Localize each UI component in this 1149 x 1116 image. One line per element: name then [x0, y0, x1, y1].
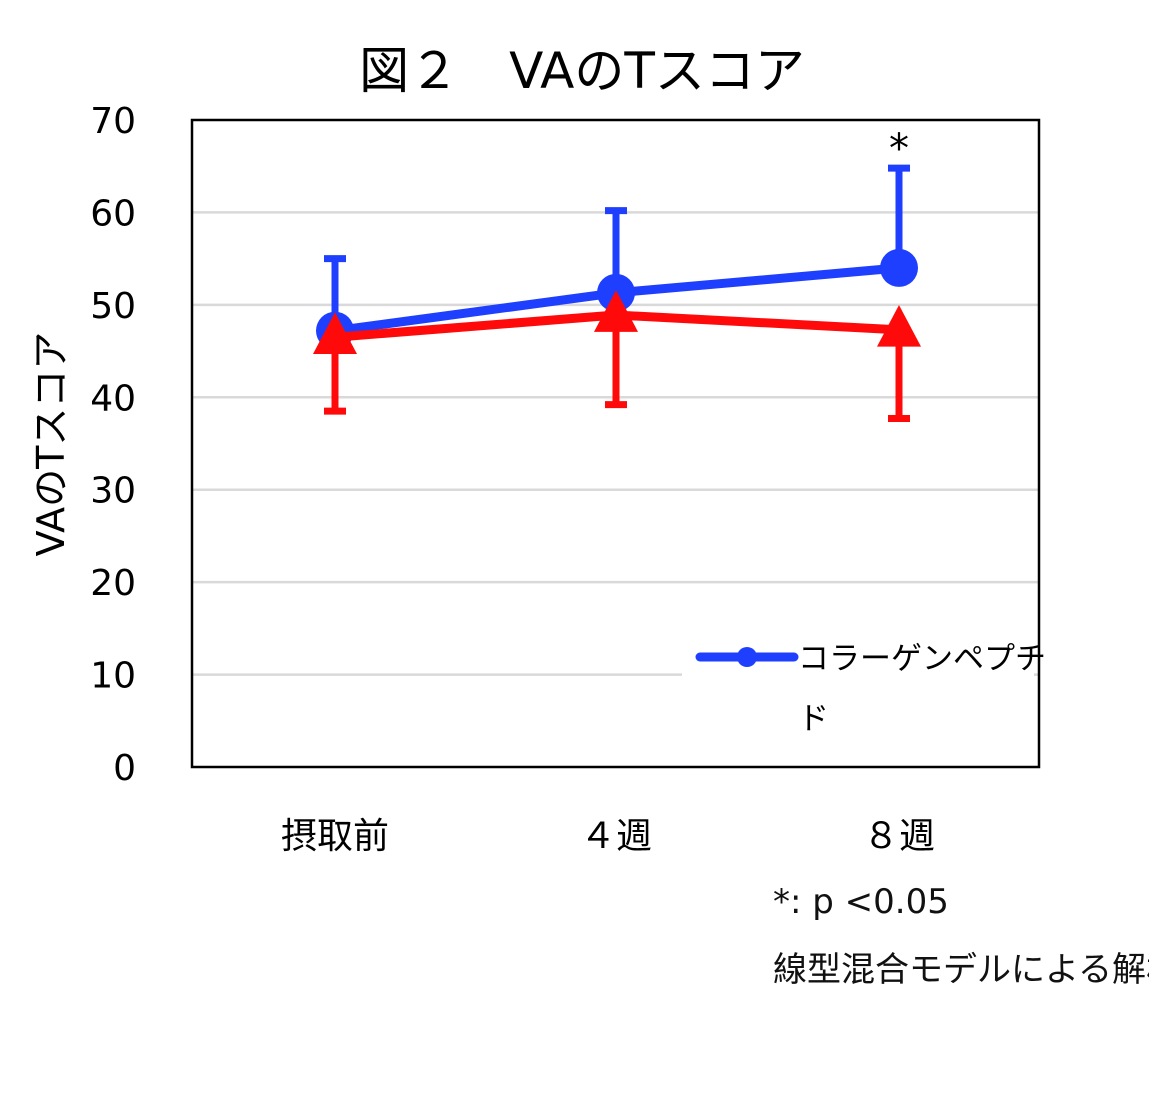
y-axis-ticks: 0 10 20 30 40 50 60 70: [90, 101, 136, 789]
x-axis-categories: 摂取前 ４週 ８週: [281, 816, 935, 857]
y-tick-label: 20: [90, 563, 136, 604]
legend-label-line1: コラーゲンペプチ: [798, 641, 1046, 677]
annotations: *: [889, 126, 909, 172]
data-point: [877, 305, 921, 347]
series-layer: [313, 164, 921, 423]
legend: コラーゲンペプチ ド: [682, 632, 1046, 754]
y-axis-label: VAのTスコア: [29, 332, 73, 557]
chart-title: 図２ VAのTスコア: [359, 42, 805, 100]
x-category-label: 摂取前: [281, 816, 389, 857]
x-category-label: ８週: [863, 816, 935, 857]
y-tick-label: 0: [113, 748, 136, 789]
significance-asterisk: *: [889, 126, 909, 172]
y-tick-label: 60: [90, 193, 136, 234]
y-tick-label: 70: [90, 101, 136, 142]
y-tick-label: 40: [90, 378, 136, 419]
y-tick-label: 30: [90, 471, 136, 512]
data-point: [880, 248, 918, 287]
x-category-label: ４週: [580, 816, 652, 857]
series-red: [313, 290, 921, 423]
footnote-method: 線型混合モデルによる解析: [773, 950, 1149, 990]
data-point: [313, 312, 357, 355]
legend-marker: [737, 647, 757, 667]
y-tick-label: 10: [90, 656, 136, 697]
legend-label-line2: ド: [798, 701, 829, 737]
y-tick-label: 50: [90, 286, 136, 327]
footnote-significance: *: p <0.05: [773, 882, 949, 922]
data-point: [594, 290, 638, 332]
plot-area-border: [190, 118, 1041, 769]
